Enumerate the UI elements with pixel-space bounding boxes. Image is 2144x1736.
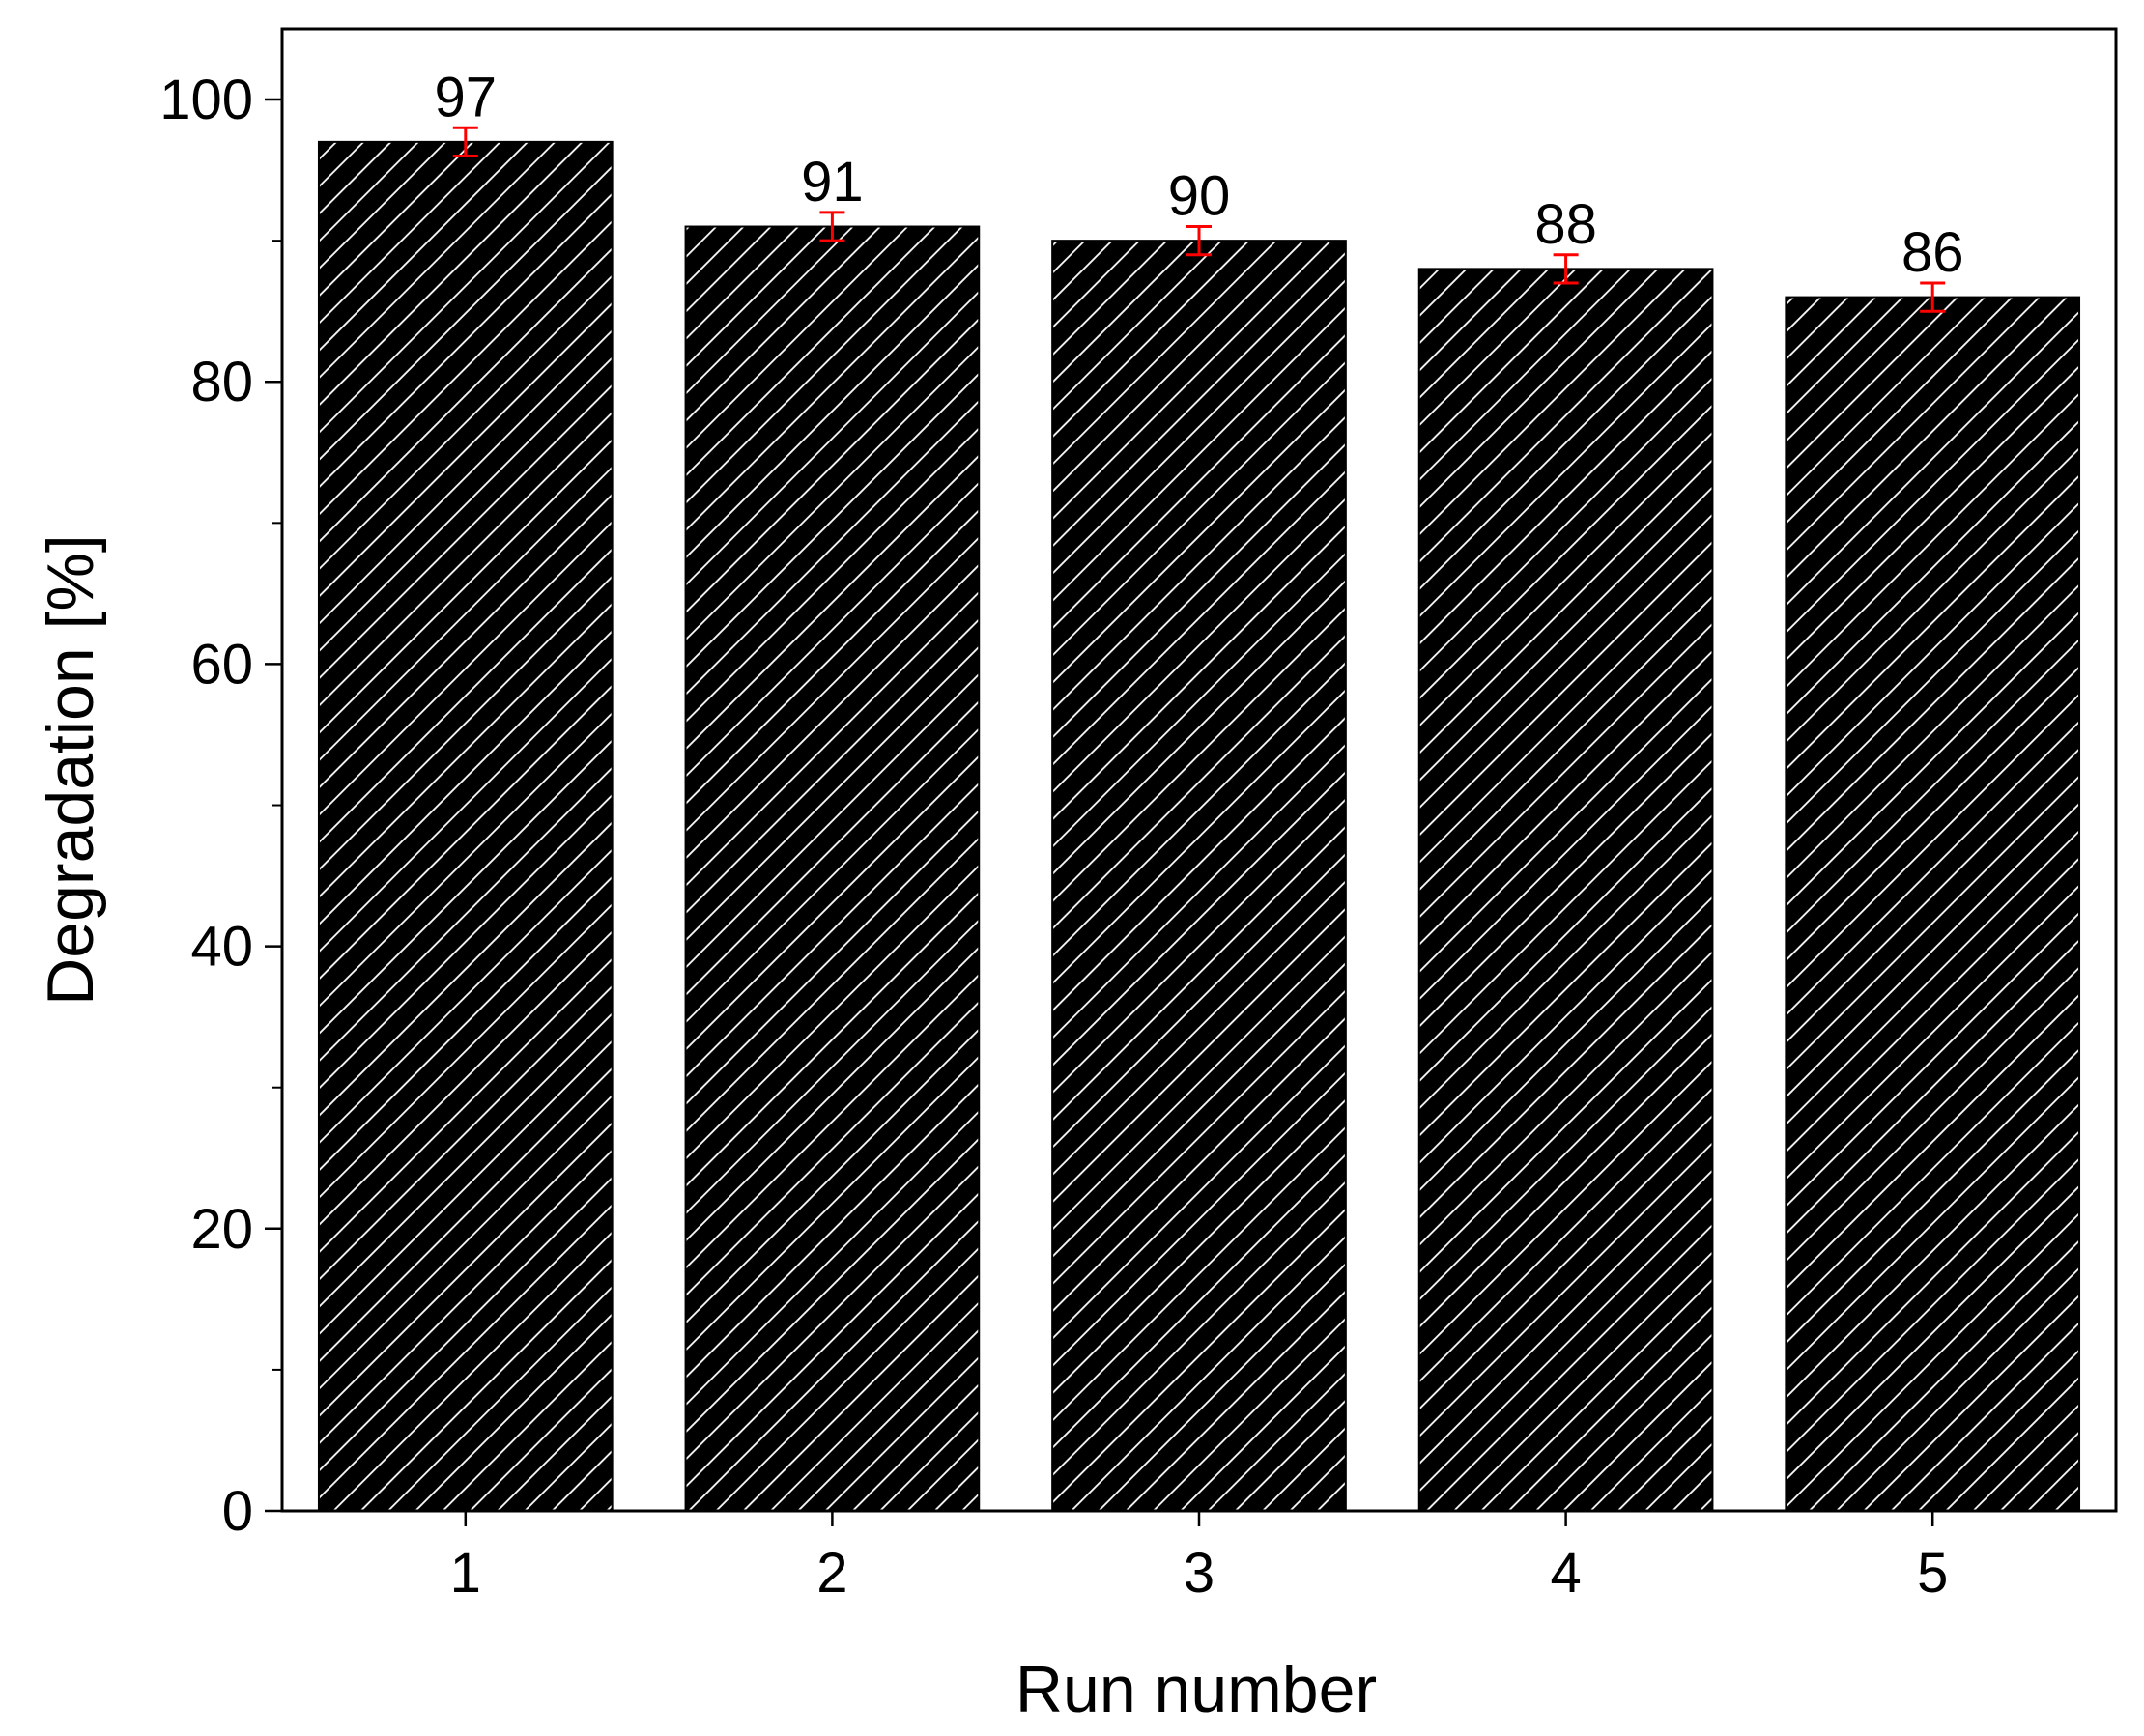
y-tick-label-40: 40 — [190, 916, 253, 979]
data-label-1: 97 — [435, 66, 498, 128]
error-bar-3 — [1186, 225, 1212, 257]
bar-4 — [1417, 268, 1714, 1512]
error-bar-2 — [819, 211, 845, 242]
error-bar-4 — [1553, 253, 1579, 285]
y-ticks-layer: 0 20 40 60 80 100 — [159, 69, 282, 1543]
x-ticks-layer: 1 2 3 4 5 — [450, 1511, 1948, 1605]
bar-3 — [1051, 240, 1347, 1513]
x-tick-label-1: 1 — [450, 1542, 481, 1605]
data-label-3: 90 — [1168, 165, 1231, 228]
x-tick-label-5: 5 — [1917, 1542, 1948, 1605]
y-axis-title: Degradation [%] — [34, 534, 107, 1006]
y-tick-label-60: 60 — [190, 633, 253, 696]
y-tick-label-0: 0 — [222, 1480, 253, 1543]
error-bars-layer — [452, 126, 1946, 313]
bar-2 — [684, 225, 981, 1513]
bar-1 — [317, 140, 614, 1512]
x-tick-label-2: 2 — [816, 1542, 847, 1605]
error-bar-5 — [1920, 281, 1946, 313]
data-label-5: 86 — [1901, 221, 1964, 284]
data-label-2: 91 — [801, 151, 864, 213]
y-tick-label-100: 100 — [159, 69, 253, 131]
data-labels-layer: 97 91 90 88 86 — [435, 66, 1964, 284]
error-bar-1 — [452, 126, 478, 157]
x-tick-label-3: 3 — [1184, 1542, 1215, 1605]
data-label-4: 88 — [1534, 193, 1597, 256]
bar-5 — [1785, 296, 2081, 1513]
x-axis-title: Run number — [1015, 1653, 1377, 1726]
y-tick-label-20: 20 — [190, 1198, 253, 1261]
y-tick-label-80: 80 — [190, 351, 253, 413]
bars-layer — [317, 140, 2081, 1513]
x-tick-label-4: 4 — [1550, 1542, 1581, 1605]
